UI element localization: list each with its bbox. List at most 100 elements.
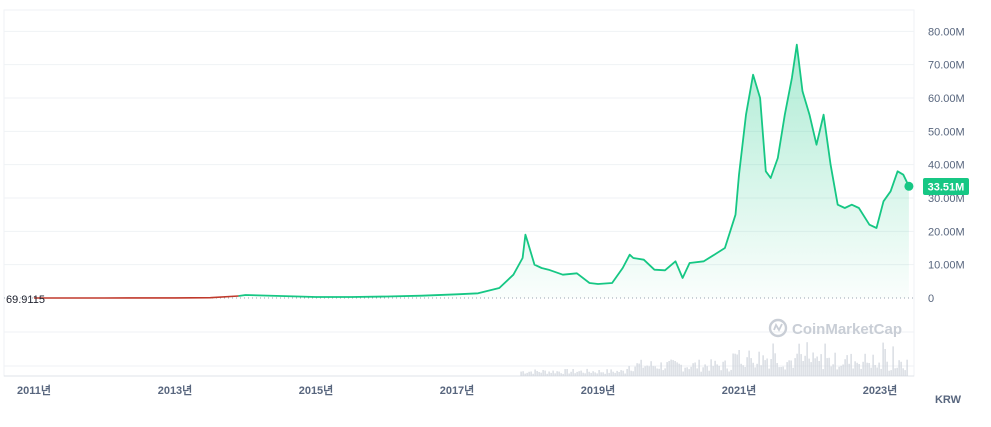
- volume-bar: [673, 360, 674, 376]
- x-tick-label: 2017년: [440, 383, 475, 397]
- volume-bar: [641, 360, 642, 376]
- volume-bar: [779, 367, 780, 376]
- volume-bar: [851, 354, 852, 376]
- price-area: [34, 45, 913, 298]
- volume-bar: [603, 372, 604, 376]
- volume-bar: [907, 360, 908, 376]
- volume-bar: [711, 359, 712, 376]
- volume-bar: [845, 359, 846, 376]
- volume-bar: [749, 351, 750, 376]
- volume-bar: [625, 374, 626, 377]
- volume-bar: [843, 365, 844, 377]
- x-tick-label: 2023년: [863, 383, 898, 397]
- volume-bar: [533, 374, 534, 376]
- volume-bar: [745, 367, 746, 376]
- volume-bar: [719, 366, 720, 376]
- current-price-badge: 33.51M: [923, 178, 969, 195]
- volume-bar: [823, 369, 824, 376]
- x-tick-label: 2021년: [722, 383, 757, 397]
- volume-bar: [841, 366, 842, 376]
- volume-bar: [903, 368, 904, 376]
- volume-bar: [555, 373, 556, 376]
- volume-bar: [587, 369, 588, 376]
- volume-bar: [537, 371, 538, 376]
- volume-bar: [547, 374, 548, 376]
- volume-bar: [739, 350, 740, 376]
- volume-bar: [597, 373, 598, 376]
- volume-bar: [575, 373, 576, 376]
- volume-bar: [703, 367, 704, 376]
- volume-bar: [801, 354, 802, 376]
- volume-bar: [833, 364, 834, 376]
- volume-bar: [887, 362, 888, 376]
- volume-bar: [785, 370, 786, 377]
- volume-bar: [655, 366, 656, 376]
- volume-bar: [797, 354, 798, 376]
- volume-bar: [615, 373, 616, 376]
- volume-bar: [585, 373, 586, 376]
- volume-bar: [567, 369, 568, 376]
- volume-bar: [817, 357, 818, 377]
- volume-bar: [765, 360, 766, 376]
- volume-bar: [713, 366, 714, 376]
- volume-bar: [695, 363, 696, 377]
- volume-bar: [543, 370, 544, 376]
- volume-bar: [839, 367, 840, 376]
- volume-bar: [873, 355, 874, 376]
- volume-bar: [773, 344, 774, 377]
- price-area-fill: [34, 45, 909, 298]
- volume-bar: [771, 359, 772, 376]
- y-tick-label: 70.00M: [928, 60, 965, 72]
- volume-bar: [731, 370, 732, 376]
- volume-bar: [577, 372, 578, 376]
- y-tick-label: 20.00M: [928, 226, 965, 238]
- volume-bar: [865, 354, 866, 376]
- volume-bar: [775, 353, 776, 376]
- volume-bar: [875, 365, 876, 376]
- volume-bar: [881, 369, 882, 376]
- volume-bar: [539, 372, 540, 376]
- volume-bar: [891, 370, 892, 376]
- volume-bar: [783, 367, 784, 376]
- volume-bar: [759, 352, 760, 376]
- volume-bar: [813, 353, 814, 377]
- volume-bar: [573, 369, 574, 376]
- volume-bar: [677, 362, 678, 376]
- volume-bar: [811, 362, 812, 376]
- y-axis-ticks: 010.00M20.00M30.00M40.00M50.00M60.00M70.…: [928, 26, 965, 305]
- volume-bar: [591, 373, 592, 376]
- volume-bar: [885, 349, 886, 376]
- volume-bar: [633, 371, 634, 376]
- volume-bar: [699, 360, 700, 376]
- volume-bar: [861, 369, 862, 376]
- volume-bar: [583, 373, 584, 376]
- volume-bar: [565, 369, 566, 376]
- volume-bar: [527, 373, 528, 376]
- x-tick-label: 2013년: [158, 383, 193, 397]
- volume-bar: [751, 358, 752, 376]
- volume-bar: [551, 373, 552, 376]
- volume-bar: [665, 368, 666, 376]
- volume-bar: [877, 368, 878, 377]
- volume-bar: [705, 364, 706, 376]
- volume-bar: [617, 371, 618, 376]
- volume-bar: [627, 369, 628, 376]
- volume-bar: [769, 369, 770, 376]
- volume-bar: [581, 371, 582, 376]
- volume-bar: [523, 371, 524, 376]
- volume-bar: [815, 358, 816, 376]
- volume-bar: [559, 372, 560, 376]
- volume-bar: [753, 363, 754, 376]
- volume-bar: [611, 369, 612, 376]
- volume-bar: [807, 342, 808, 376]
- volume-bar: [777, 363, 778, 376]
- volume-bar: [789, 360, 790, 376]
- volume-bar: [889, 371, 890, 376]
- volume-bar: [869, 363, 870, 376]
- volume-bar: [629, 366, 630, 376]
- volume-bar: [741, 364, 742, 376]
- coinmarketcap-logo-icon: [770, 320, 786, 336]
- volume-bar: [727, 369, 728, 377]
